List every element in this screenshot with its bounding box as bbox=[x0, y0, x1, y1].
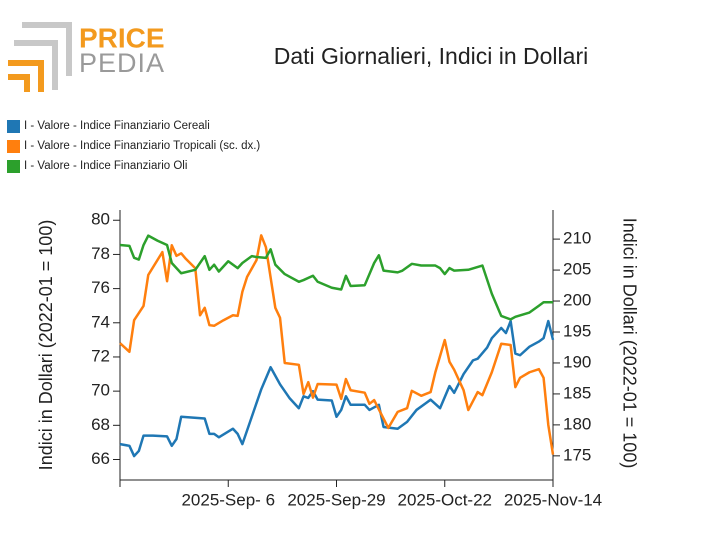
series-line bbox=[119, 319, 555, 458]
legend-swatch bbox=[7, 140, 20, 153]
logo: PRICE PEDIA bbox=[8, 22, 165, 92]
y-tick-label: 78 bbox=[91, 244, 110, 263]
y-tick-label: 72 bbox=[91, 346, 110, 365]
y-tick-label: 74 bbox=[91, 312, 110, 331]
y2-axis-title: Indici in Dollari (2022-01 = 100) bbox=[619, 218, 639, 469]
y2-tick-label: 210 bbox=[563, 229, 591, 248]
logo-icon bbox=[22, 22, 72, 76]
y-tick-label: 76 bbox=[91, 278, 110, 297]
legend-label: I - Valore - Indice Finanziario Tropical… bbox=[24, 140, 260, 152]
chart-title: Dati Giornalieri, Indici in Dollari bbox=[274, 43, 588, 69]
legend-label: I - Valore - Indice Finanziario Oli bbox=[24, 160, 187, 172]
logo-text: PEDIA bbox=[79, 48, 165, 78]
x-tick-label: 2025-Sep- 6 bbox=[181, 490, 275, 509]
series-line bbox=[119, 234, 553, 321]
series-line bbox=[119, 234, 555, 455]
y-tick-label: 80 bbox=[91, 210, 110, 229]
y2-tick-label: 185 bbox=[563, 383, 591, 402]
legend-swatch bbox=[7, 160, 20, 173]
x-tick-label: 2025-Nov-14 bbox=[504, 490, 602, 509]
y2-tick-label: 200 bbox=[563, 291, 591, 310]
logo-icon bbox=[14, 40, 58, 90]
y2-tick-label: 195 bbox=[563, 321, 591, 340]
logo-icon bbox=[8, 74, 30, 92]
x-tick-label: 2025-Oct-22 bbox=[398, 490, 493, 509]
y-tick-label: 68 bbox=[91, 415, 110, 434]
legend-label: I - Valore - Indice Finanziario Cereali bbox=[24, 120, 210, 132]
logo-text: PRICE bbox=[79, 22, 165, 53]
x-tick-label: 2025-Sep-29 bbox=[287, 490, 385, 509]
logo-icon bbox=[8, 60, 44, 92]
y-tick-label: 66 bbox=[91, 449, 110, 468]
y-axis-title: Indici in Dollari (2022-01 = 100) bbox=[36, 220, 56, 471]
y2-tick-label: 205 bbox=[563, 260, 591, 279]
y-tick-label: 70 bbox=[91, 381, 110, 400]
y2-tick-label: 175 bbox=[563, 445, 591, 464]
legend-swatch bbox=[7, 120, 20, 133]
y2-tick-label: 190 bbox=[563, 352, 591, 371]
y2-tick-label: 180 bbox=[563, 414, 591, 433]
